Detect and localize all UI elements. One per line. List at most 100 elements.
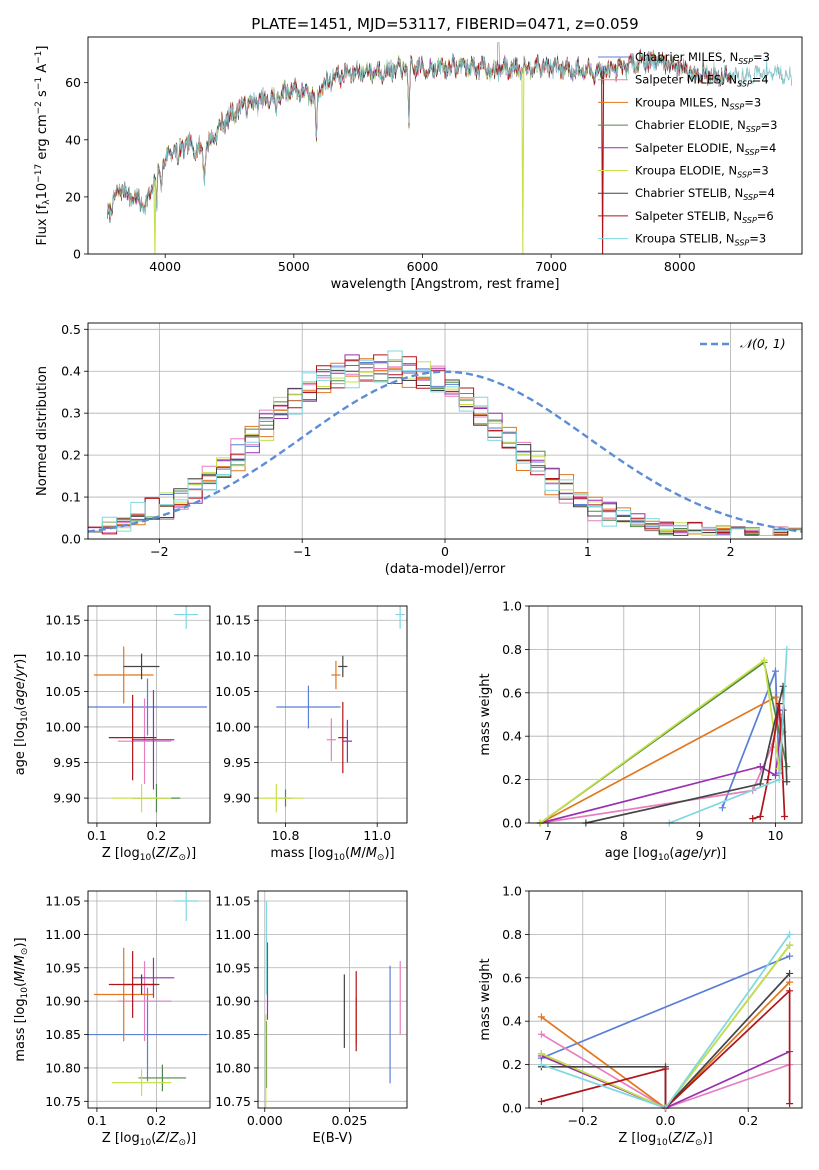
mass-weight-point xyxy=(781,812,789,820)
y-tick-label: 10.90 xyxy=(45,994,81,1009)
x-tick-label: −2 xyxy=(150,544,168,559)
y-axis-label: mass weight xyxy=(478,958,493,1040)
figure-title: PLATE=1451, MJD=53117, FIBERID=0471, z=0… xyxy=(251,15,638,33)
y-tick-label: 0.4 xyxy=(502,1014,522,1029)
axis-label: age [log10(age/yr)] xyxy=(13,654,30,776)
spectrum-panel: 4000 5000 6000 7000 8000 0 20 40 60 wavelength [A… xyxy=(34,36,803,292)
x-tick-label: 10.8 xyxy=(272,828,300,843)
y-tick-label: 9.90 xyxy=(53,791,81,806)
legend-entry: Chabrier ELODIE, NSSP=3 xyxy=(635,118,777,134)
age-vs-mass-panel: 10.8 11.0 9.90 9.95 10.00 10.05 10.10 10.15 mass… xyxy=(215,605,408,863)
model-gap xyxy=(601,71,605,255)
y-tick-label: 0.5 xyxy=(61,322,81,337)
mass-weight-point xyxy=(786,941,794,949)
x-tick-label: 8000 xyxy=(664,259,696,274)
mass-weight-line xyxy=(540,1033,790,1108)
x-tick-label: 0.1 xyxy=(87,828,107,843)
age-vs-z-panel: 0.1 0.2 9.90 9.95 10.00 10.05 10.10 10.15 Z [log… xyxy=(13,605,211,863)
y-tick-label: 10.90 xyxy=(215,994,251,1009)
x-tick-label: 5000 xyxy=(278,259,310,274)
mass-weight-line xyxy=(541,988,791,1108)
x-tick-label: 0.000 xyxy=(247,1113,283,1128)
legend-entry: Kroupa STELIB, NSSP=3 xyxy=(635,232,766,248)
mass-weight-vs-age-panel: 7 8 9 10 0.0 0.2 0.4 0.6 0.8 1.0 age [log10(age/yr… xyxy=(478,599,803,863)
y-tick-label: 11.05 xyxy=(45,894,81,909)
axes-frame xyxy=(87,605,211,824)
y-tick-label: 10.05 xyxy=(215,684,251,699)
mass-weight-line xyxy=(541,944,791,1108)
y-tick-label: 10.95 xyxy=(215,960,251,975)
mass-weight-point xyxy=(760,656,768,664)
legend-entry: Salpeter ELODIE, NSSP=4 xyxy=(635,141,776,157)
y-tick-label: 10.10 xyxy=(215,648,251,663)
x-tick-label: 6000 xyxy=(407,259,439,274)
y-tick-label: 10.80 xyxy=(215,1060,251,1075)
legend-entry: Salpeter STELIB, NSSP=6 xyxy=(635,209,774,225)
y-axis-label: Normed distribution xyxy=(35,366,50,496)
mass-weight-line xyxy=(585,686,788,823)
legend-entry: Kroupa ELODIE, NSSP=3 xyxy=(635,164,769,180)
x-tick-label: 7000 xyxy=(535,259,567,274)
y-tick-label: 9.95 xyxy=(223,755,251,770)
y-tick-label: 10.85 xyxy=(215,1027,251,1042)
mass-weight-point xyxy=(783,778,791,786)
mass-weight-point xyxy=(537,1050,545,1058)
y-tick-label: 0.2 xyxy=(502,772,522,787)
y-tick-label: 0.6 xyxy=(502,685,522,700)
axes-frame xyxy=(257,605,408,824)
mass-weight-point xyxy=(662,1065,669,1073)
mass-weight-point xyxy=(775,776,783,784)
model-gap xyxy=(521,67,525,255)
mass-weight-line xyxy=(540,710,784,823)
mass-weight-point xyxy=(764,776,772,784)
x-tick-label: 0.1 xyxy=(87,1113,107,1128)
mass-weight-line xyxy=(540,981,791,1108)
y-tick-label: 20 xyxy=(65,189,81,204)
x-axis-label: (data-model)/error xyxy=(385,562,506,577)
mass-weight-point xyxy=(537,1097,545,1105)
residual-histogram xyxy=(88,354,802,536)
model-gap xyxy=(153,179,157,255)
y-tick-label: 10.00 xyxy=(45,719,81,734)
y-tick-label: 9.90 xyxy=(223,791,251,806)
mass-weight-line xyxy=(541,955,790,1059)
y-tick-label: 0.8 xyxy=(502,642,522,657)
y-tick-label: 11.00 xyxy=(215,927,251,942)
x-tick-label: 0 xyxy=(441,544,449,559)
mass-weight-line xyxy=(541,1050,790,1108)
x-tick-label: 0.2 xyxy=(146,828,166,843)
mass-weight-point xyxy=(537,1061,545,1069)
mass-vs-z-panel: 0.1 0.2 10.75 10.80 10.85 10.90 10.95 11.00 11.0… xyxy=(13,890,211,1148)
y-tick-label: 0 xyxy=(73,247,81,262)
mass-weight-point xyxy=(786,1100,794,1108)
x-tick-label: −1 xyxy=(293,544,311,559)
y-tick-label: 0.2 xyxy=(61,448,81,463)
mass-weight-point xyxy=(786,987,794,995)
y-tick-label: 0.0 xyxy=(502,816,522,831)
mass-weight-line xyxy=(539,660,788,823)
y-tick-label: 1.0 xyxy=(502,884,522,899)
y-tick-label: 10.05 xyxy=(45,684,81,699)
y-tick-label: 0.0 xyxy=(502,1101,522,1116)
mass-weight-point xyxy=(786,978,794,986)
y-tick-label: 0.0 xyxy=(61,532,81,547)
y-tick-label: 40 xyxy=(65,132,81,147)
y-axis-label: mass weight xyxy=(478,673,493,755)
mass-weight-point xyxy=(775,700,783,708)
axes-frame xyxy=(528,605,803,824)
x-axis-label: E(B-V) xyxy=(312,1131,352,1146)
mass-weight-vs-z-panel: −0.2 0.0 0.2 0.0 0.2 0.4 0.6 0.8 1.0 Z [log10(Z/Z… xyxy=(478,884,803,1148)
mass-weight-point xyxy=(537,1013,545,1021)
y-tick-label: 10.15 xyxy=(215,613,251,628)
axis-label: mass [log10(M/M⊙)] xyxy=(270,846,394,863)
axes-frame xyxy=(528,890,803,1109)
residual-histogram xyxy=(88,350,802,536)
mass-weight-point xyxy=(786,969,794,977)
x-tick-label: 9 xyxy=(696,828,704,843)
y-tick-label: 0.2 xyxy=(502,1057,522,1072)
mass-weight-point xyxy=(756,812,764,820)
model-spectrum xyxy=(107,52,792,219)
y-tick-label: 60 xyxy=(65,75,81,90)
mass-weight-point xyxy=(756,763,764,771)
mass-vs-ebv-panel: 0.000 0.025 10.75 10.80 10.85 10.90 10.95 11.00… xyxy=(215,890,408,1146)
